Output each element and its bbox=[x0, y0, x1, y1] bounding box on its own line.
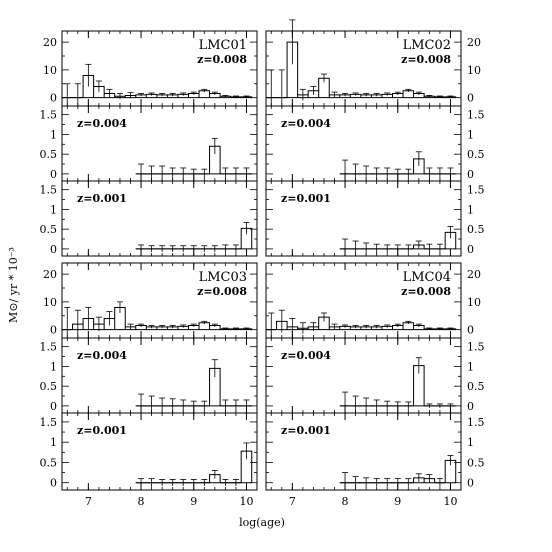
panel: 0 0.5 1 1.5 z=0.004 bbox=[40, 337, 258, 414]
y-tick-label: 1 bbox=[50, 128, 57, 141]
panel: 0 0.5 1 1.5 z=0.001 bbox=[265, 180, 485, 257]
y-tick-label: 20 bbox=[43, 36, 57, 49]
panel-name-label: LMC02 bbox=[403, 38, 451, 53]
y-tick-label: 0.5 bbox=[467, 148, 485, 161]
metallicity-label: z=0.001 bbox=[77, 192, 127, 205]
y-tick-label: 0.5 bbox=[467, 223, 485, 236]
y-tick-label: 1 bbox=[467, 360, 474, 373]
metallicity-label: z=0.004 bbox=[77, 349, 127, 362]
metallicity-label: z=0.004 bbox=[281, 117, 331, 130]
y-tick-label: 1 bbox=[50, 436, 57, 449]
x-tick-label: 9 bbox=[190, 495, 197, 508]
y-tick-label: 0 bbox=[50, 477, 57, 490]
y-tick-label: 0.5 bbox=[40, 148, 58, 161]
y-tick-label: 1.5 bbox=[40, 416, 58, 429]
metallicity-label: z=0.001 bbox=[281, 192, 331, 205]
x-tick-label: 7 bbox=[289, 495, 296, 508]
y-tick-label: 0 bbox=[467, 243, 474, 256]
panel-name-label: LMC04 bbox=[403, 270, 451, 285]
panel-frame bbox=[265, 412, 462, 491]
panel: 0 0.5 1 1.5 z=0.004 bbox=[40, 105, 258, 182]
y-tick-label: 1.5 bbox=[40, 184, 58, 197]
histogram-bars bbox=[62, 74, 253, 99]
x-axis-label: log(age) bbox=[239, 516, 285, 529]
y-tick-label: 0 bbox=[467, 477, 474, 490]
x-tick-label: 7 bbox=[85, 495, 92, 508]
y-tick-label: 1 bbox=[467, 128, 474, 141]
y-tick-label: 1.5 bbox=[467, 416, 485, 429]
histogram-bars bbox=[339, 365, 456, 407]
y-tick-label: 1 bbox=[50, 360, 57, 373]
y-tick-label: 1.5 bbox=[467, 109, 485, 122]
metallicity-label: z=0.001 bbox=[77, 424, 127, 437]
x-tick-label: 8 bbox=[342, 495, 349, 508]
y-axis-label: M⊙/ yr * 10⁻³ bbox=[7, 247, 20, 323]
metallicity-label: z=0.004 bbox=[77, 117, 127, 130]
y-tick-label: 0 bbox=[50, 243, 57, 256]
y-tick-label: 0.5 bbox=[40, 380, 58, 393]
y-tick-label: 20 bbox=[43, 268, 57, 281]
y-tick-label: 0 bbox=[50, 400, 57, 413]
y-tick-label: 20 bbox=[467, 36, 481, 49]
panel: 7 8 9 10 0 0.5 1 1.5 z=0.001 bbox=[265, 412, 485, 508]
y-tick-label: 1.5 bbox=[467, 184, 485, 197]
y-tick-label: 0 bbox=[467, 92, 474, 105]
y-tick-label: 1 bbox=[467, 436, 474, 449]
y-tick-label: 0.5 bbox=[40, 456, 58, 469]
panel-frame bbox=[61, 412, 258, 491]
y-tick-label: 0.5 bbox=[40, 223, 58, 236]
metallicity-label: z=0.008 bbox=[197, 285, 247, 298]
y-tick-label: 1 bbox=[50, 203, 57, 216]
x-tick-label: 8 bbox=[138, 495, 145, 508]
histogram-bars bbox=[62, 306, 253, 331]
y-tick-label: 1.5 bbox=[40, 109, 58, 122]
metallicity-label: z=0.001 bbox=[281, 424, 331, 437]
metallicity-label: z=0.004 bbox=[281, 349, 331, 362]
panel: 0 0.5 1 1.5 z=0.001 bbox=[40, 180, 258, 257]
x-tick-label: 10 bbox=[239, 495, 253, 508]
y-tick-label: 10 bbox=[43, 64, 57, 77]
metallicity-label: z=0.008 bbox=[401, 285, 451, 298]
y-tick-label: 0 bbox=[467, 400, 474, 413]
histogram-bars bbox=[135, 450, 253, 484]
x-tick-label: 10 bbox=[443, 495, 457, 508]
x-tick-label: 9 bbox=[394, 495, 401, 508]
y-tick-label: 0 bbox=[467, 324, 474, 337]
panel-frame bbox=[61, 180, 258, 257]
y-tick-label: 1.5 bbox=[467, 341, 485, 354]
y-tick-label: 0.5 bbox=[467, 380, 485, 393]
y-tick-label: 0.5 bbox=[467, 456, 485, 469]
y-tick-label: 1 bbox=[467, 203, 474, 216]
metallicity-label: z=0.008 bbox=[197, 53, 247, 66]
metallicity-label: z=0.008 bbox=[401, 53, 451, 66]
panel-frame bbox=[265, 180, 462, 257]
y-tick-label: 10 bbox=[43, 296, 57, 309]
panel: 0 0.5 1 1.5 z=0.004 bbox=[265, 105, 485, 182]
panel-name-label: LMC03 bbox=[199, 270, 247, 285]
panel-name-label: LMC01 bbox=[199, 38, 247, 53]
panel: 7 8 9 10 0 0.5 1 1.5 z=0.001 bbox=[40, 412, 258, 508]
y-tick-label: 0 bbox=[50, 324, 57, 337]
y-tick-label: 20 bbox=[467, 268, 481, 281]
y-tick-label: 10 bbox=[467, 296, 481, 309]
y-tick-label: 0 bbox=[50, 92, 57, 105]
y-tick-label: 1.5 bbox=[40, 341, 58, 354]
y-tick-label: 0 bbox=[467, 168, 474, 181]
panel: 0 0.5 1 1.5 z=0.004 bbox=[265, 337, 485, 414]
y-tick-label: 0 bbox=[50, 168, 57, 181]
y-tick-label: 10 bbox=[467, 64, 481, 77]
